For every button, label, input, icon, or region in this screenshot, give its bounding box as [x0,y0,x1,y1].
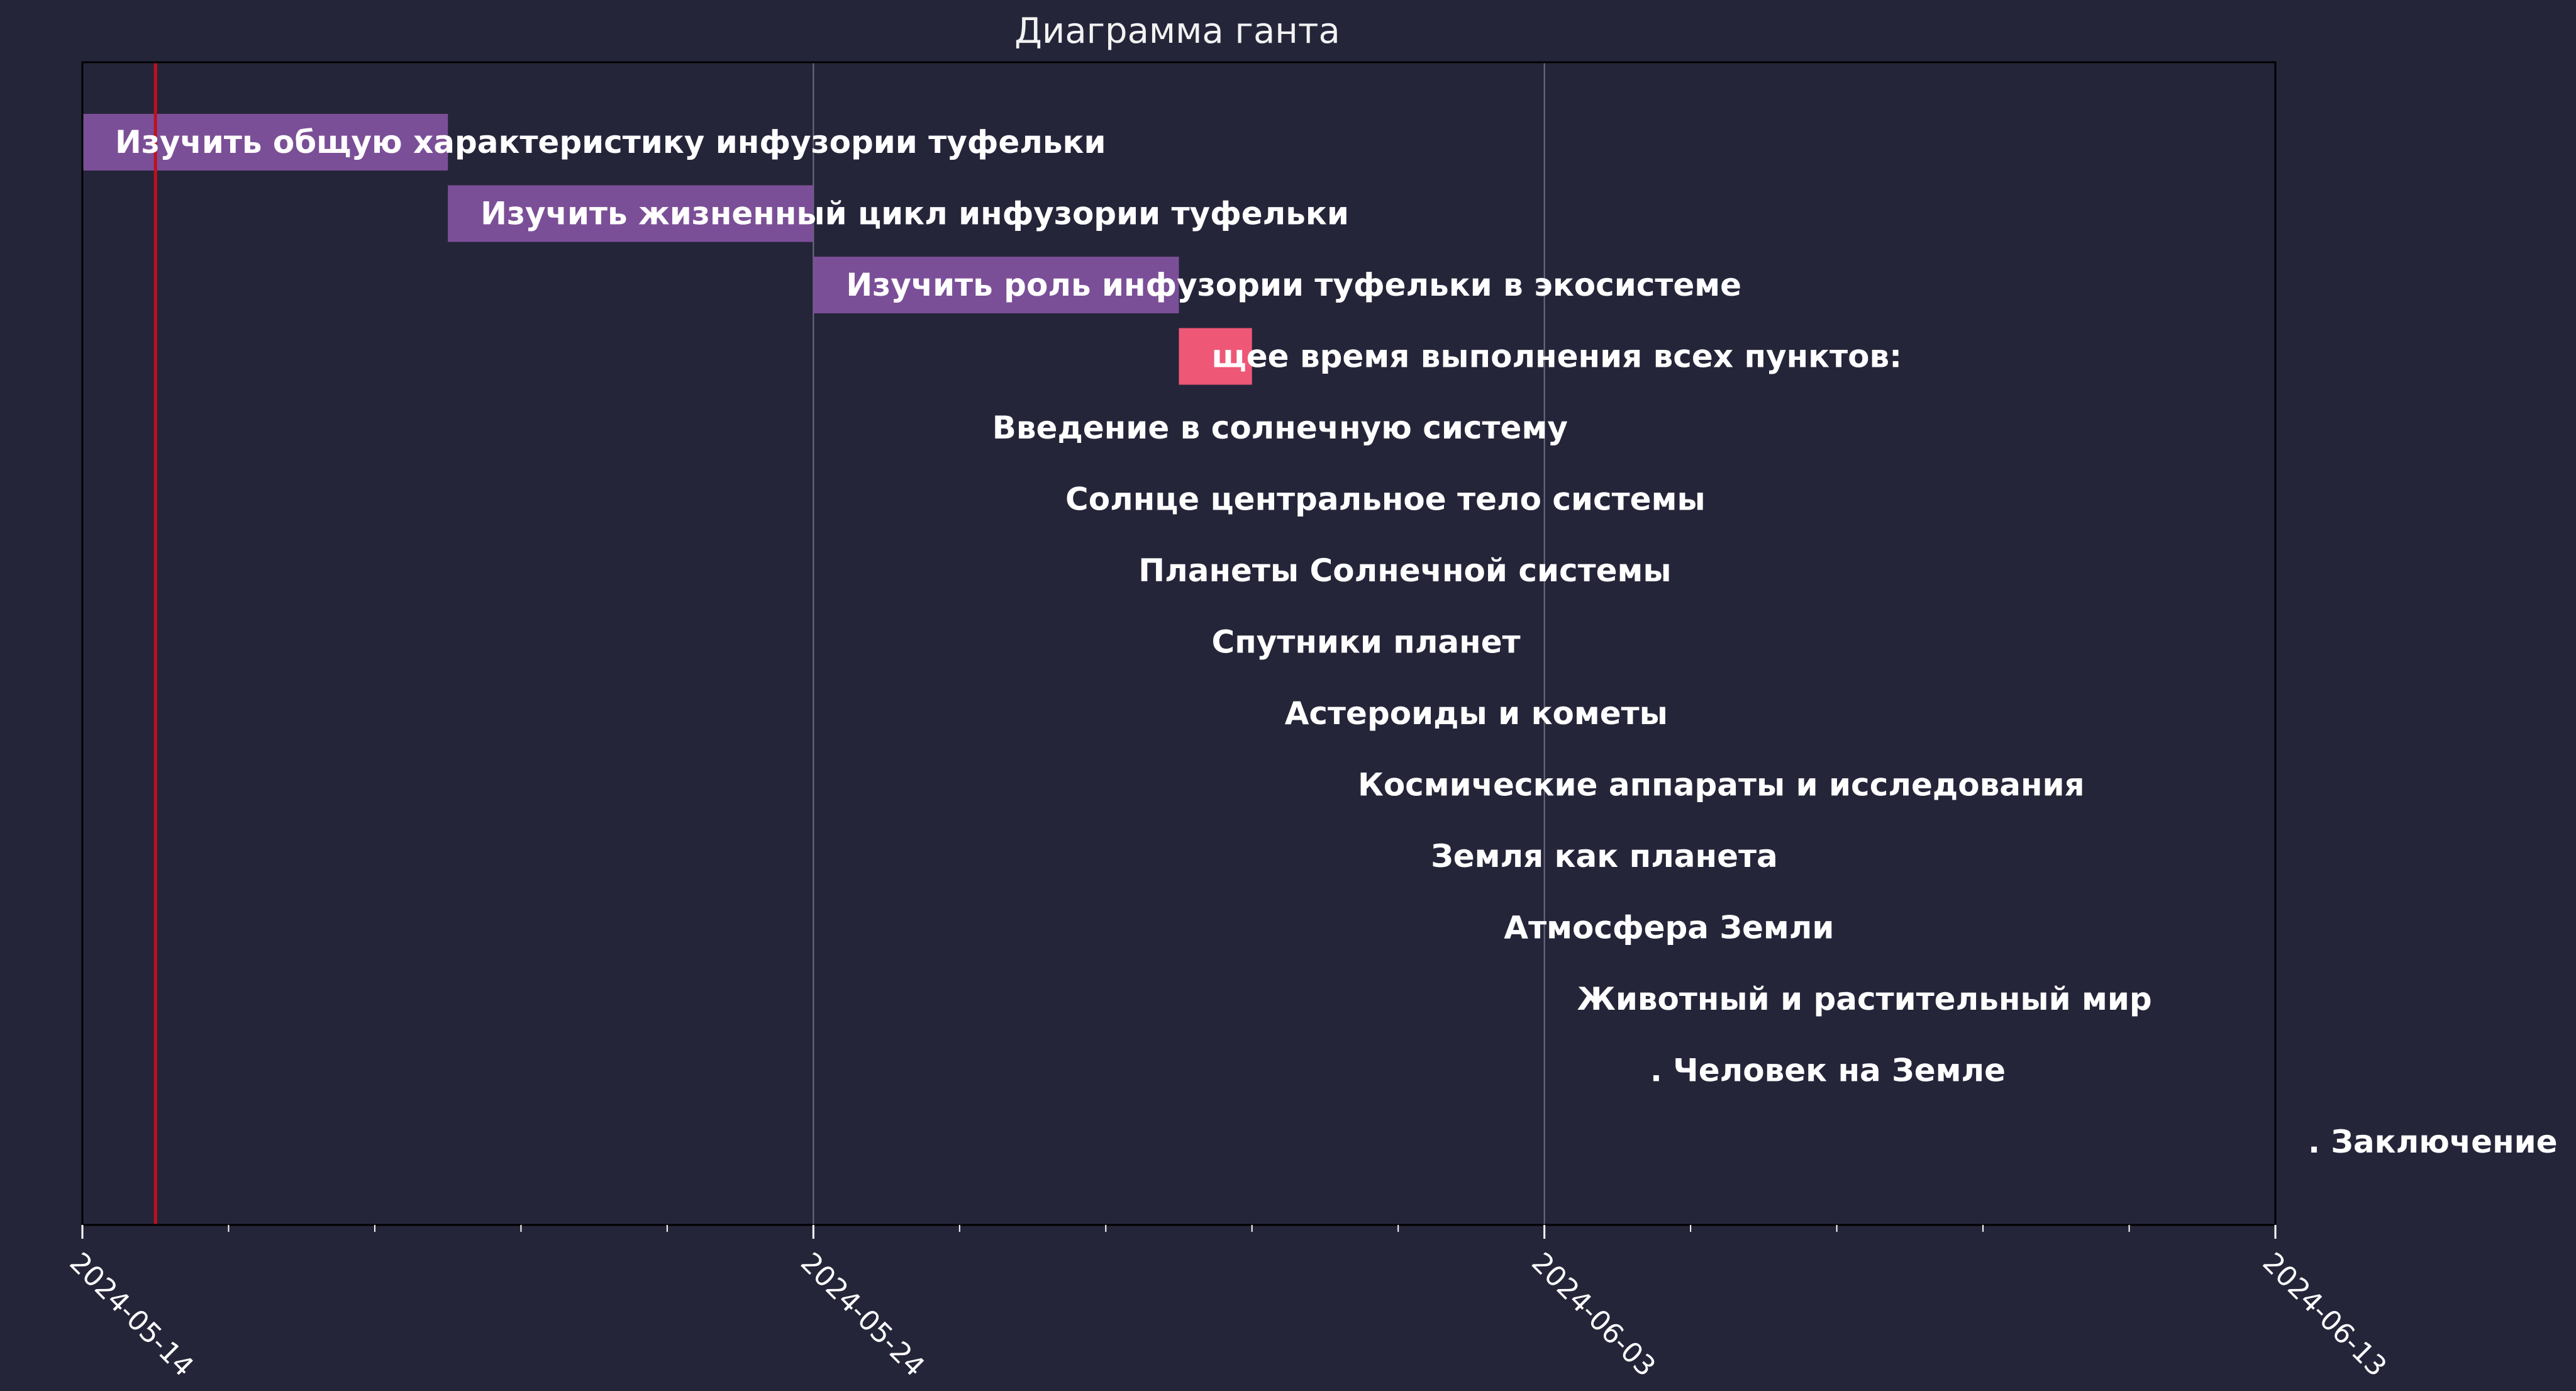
task-label: Введение в солнечную систему [992,410,1568,446]
task-label: Атмосфера Земли [1504,910,1834,946]
task-bar [448,185,814,242]
task-label: Астероиды и кометы [1285,695,1668,732]
task-bar [82,114,448,170]
task-label: Земля как планета [1431,838,1778,874]
task-labels: Изучить общую характеристику инфузории т… [115,124,2558,1160]
task-label: Животный и растительный мир [1577,981,2152,1017]
plot-frame [81,61,2277,1226]
task-label: Изучить жизненный цикл инфузории туфельк… [480,196,1349,232]
task-label: Спутники планет [1212,624,1521,661]
task-bars [82,114,1252,385]
task-label: щее время выполнения всех пунктов: [1212,338,1902,375]
task-label: Космические аппараты и исследования [1358,767,2085,803]
task-label: Солнце центральное тело системы [1065,481,1706,518]
task-label: Изучить общую характеристику инфузории т… [115,124,1106,160]
task-bar [813,257,1179,313]
task-label: Изучить роль инфузории туфельки в экосис… [846,267,1741,303]
task-label: . Человек на Земле [1650,1053,2006,1089]
chart-title: Диаграмма ганта [1014,11,1340,52]
grid-lines [813,62,1545,1225]
task-bar [1179,328,1252,385]
task-label: Планеты Солнечной системы [1138,552,1671,589]
task-label: . Заключение [2308,1124,2558,1160]
